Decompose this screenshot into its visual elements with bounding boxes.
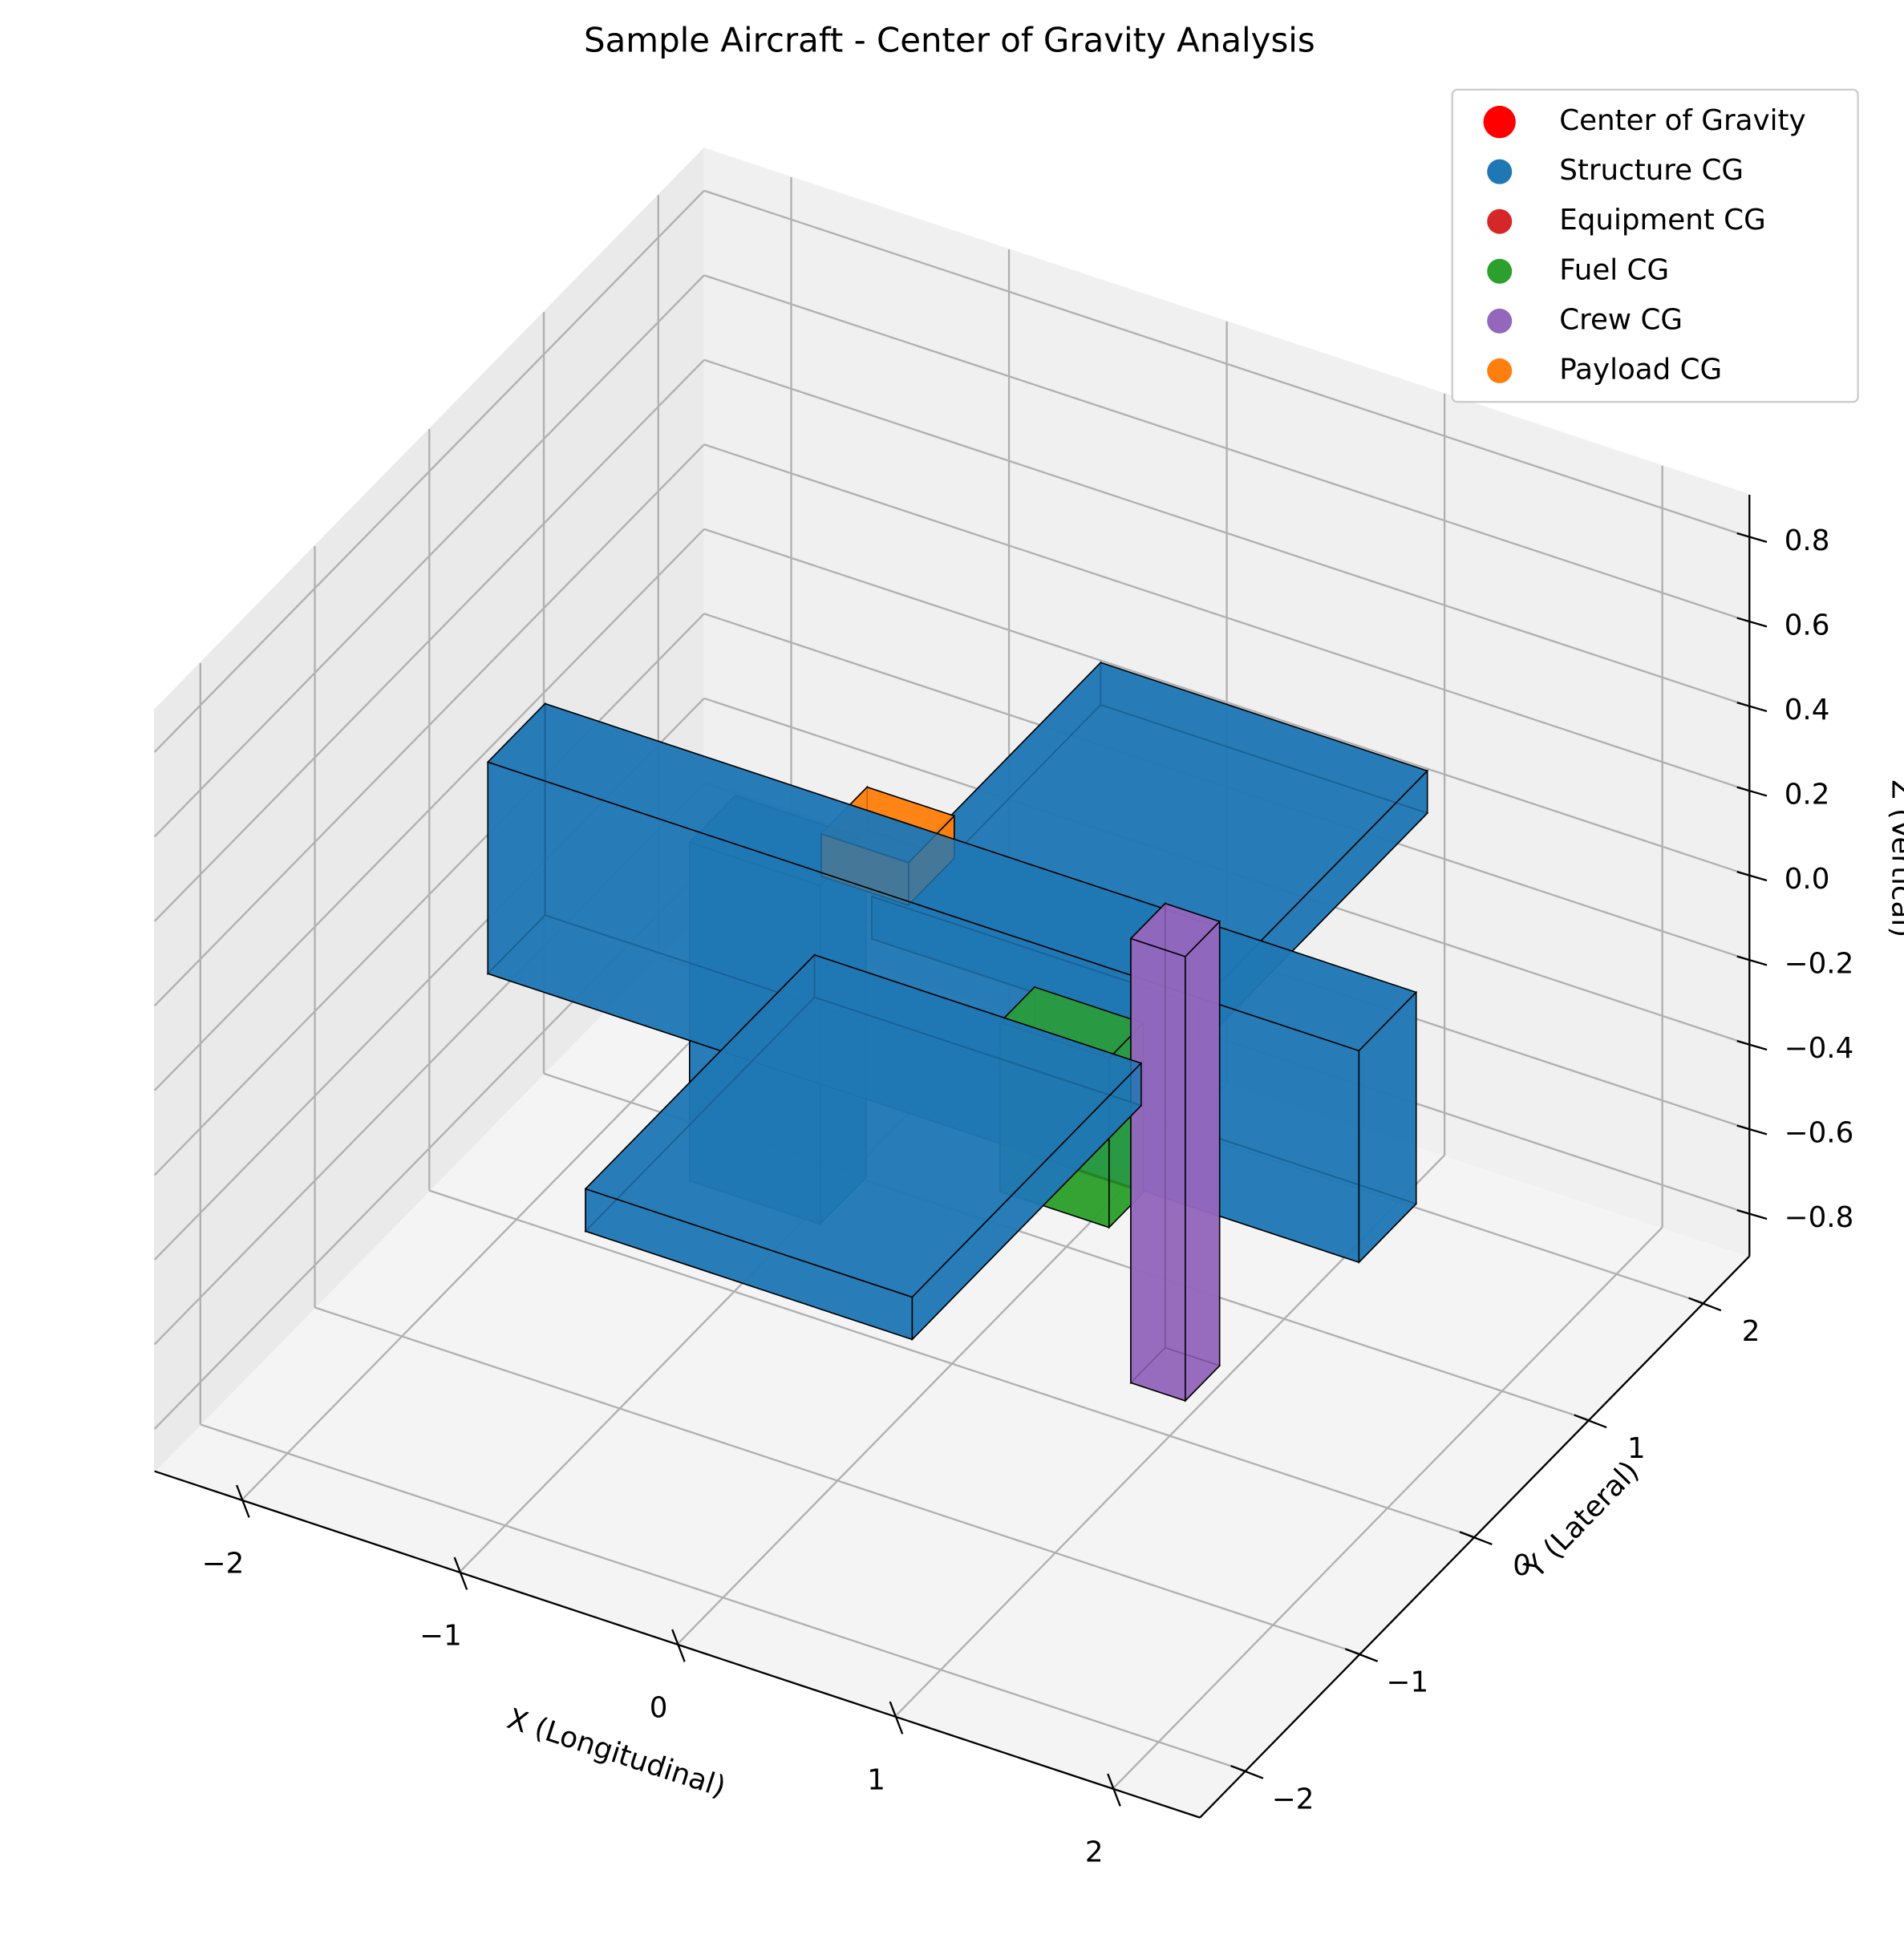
z-tick [1736, 955, 1768, 966]
legend-label: Structure CG [1559, 154, 1744, 187]
grid-line [200, 1423, 1246, 1772]
grid-line [153, 443, 705, 1007]
y-axis-label: Y (Lateral) [1518, 1455, 1646, 1585]
grid-line [153, 189, 705, 753]
z-tick [1736, 1124, 1768, 1135]
y-tick-label: −1 [1387, 1666, 1429, 1699]
z-axis-label: Z (Vertical) [1885, 779, 1904, 937]
x-tick-label: −1 [419, 1619, 462, 1652]
legend-marker [1487, 308, 1513, 334]
grid-line [703, 443, 1750, 792]
y-tick [1688, 1297, 1722, 1312]
y-tick-label: 2 [1742, 1315, 1760, 1348]
legend-label: Fuel CG [1559, 253, 1669, 286]
x-tick [1107, 1773, 1121, 1807]
legend-label: Payload CG [1559, 353, 1722, 386]
legend-marker [1487, 358, 1513, 383]
box-face [1358, 990, 1417, 1265]
grid-line [703, 274, 1750, 623]
box-face [585, 1188, 914, 1341]
grid-line [153, 358, 705, 922]
x-tick [236, 1484, 250, 1518]
y-tick [1459, 1531, 1493, 1545]
grid-line [703, 189, 1750, 538]
grid-line [428, 1189, 1476, 1538]
legend: Center of Gravity Structure CG Equipment C… [1451, 88, 1859, 403]
legend-marker [1483, 105, 1516, 139]
chart-title: Sample Aircraft - Center of Gravity Anal… [584, 20, 1315, 59]
z-tick-label: −0.2 [1784, 947, 1854, 980]
z-tick-label: −0.4 [1784, 1032, 1854, 1065]
grid-line [703, 528, 1750, 876]
z-tick-label: 0.6 [1784, 609, 1830, 642]
y-tick-label: 1 [1627, 1432, 1646, 1465]
z-tick [1736, 532, 1768, 544]
grid-line [703, 358, 1750, 707]
y-tick-label: −2 [1272, 1783, 1315, 1816]
z-tick-label: 0.8 [1784, 524, 1830, 557]
y-tick-label: 0 [1513, 1549, 1531, 1582]
box-face [1129, 902, 1221, 957]
x-tick [453, 1556, 468, 1590]
x-tick-label: 1 [867, 1763, 885, 1796]
x-tick [671, 1629, 686, 1662]
z-tick-label: 0.0 [1784, 863, 1830, 896]
legend-label: Crew CG [1559, 303, 1683, 336]
box-face [1130, 937, 1186, 1402]
box-face [1185, 920, 1221, 1403]
grid-line [153, 613, 705, 1176]
legend-frame [1451, 88, 1859, 403]
grid-line [153, 274, 705, 838]
y-tick [1344, 1648, 1379, 1662]
z-tick-label: 0.2 [1784, 778, 1830, 811]
x-tick [889, 1701, 904, 1734]
y-tick [1230, 1765, 1264, 1779]
legend-label: Equipment CG [1559, 204, 1766, 237]
x-tick-label: 0 [650, 1691, 668, 1724]
x-tick-label: 2 [1085, 1836, 1104, 1868]
legend-label: Center of Gravity [1559, 104, 1805, 137]
z-tick [1736, 1039, 1768, 1051]
legend-marker [1487, 159, 1513, 184]
z-tick [1736, 617, 1768, 628]
grid-line [153, 528, 705, 1091]
z-tick-label: −0.6 [1784, 1116, 1854, 1149]
legend-marker [1487, 208, 1513, 234]
legend-marker [1487, 258, 1513, 284]
x-axis-label: X (Longitudinal) [503, 1702, 729, 1804]
x-tick-label: −2 [202, 1547, 245, 1580]
z-tick-label: −0.8 [1784, 1201, 1854, 1234]
z-tick [1736, 701, 1768, 713]
z-tick [1736, 870, 1768, 882]
grid-line [314, 1306, 1361, 1655]
z-tick [1736, 1209, 1768, 1220]
z-tick-label: 0.4 [1784, 694, 1830, 727]
y-tick [1574, 1414, 1607, 1429]
z-tick [1736, 786, 1768, 797]
